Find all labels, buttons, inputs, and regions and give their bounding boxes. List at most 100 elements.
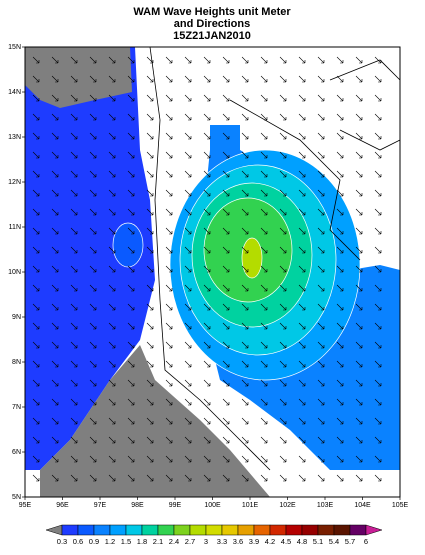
arrow	[184, 75, 192, 83]
colorbar-label: 1.8	[137, 537, 147, 546]
arrow	[70, 94, 78, 102]
arrow	[260, 303, 268, 311]
x-tick-label: 100E	[204, 502, 221, 509]
arrow	[279, 113, 287, 121]
colorbar-swatch	[77, 524, 95, 536]
colorbar-label: 3.6	[233, 537, 243, 546]
arrow	[203, 170, 211, 178]
colorbar-swatch	[205, 524, 223, 536]
arrow	[108, 113, 116, 121]
arrow	[317, 189, 325, 197]
arrow	[165, 379, 173, 387]
arrow	[317, 303, 325, 311]
arrow	[70, 189, 78, 197]
arrow	[184, 265, 192, 273]
arrow	[374, 284, 382, 292]
x-tick-label: 98E	[131, 502, 144, 509]
arrow	[89, 284, 97, 292]
arrow	[146, 379, 154, 387]
arrow	[336, 94, 344, 102]
arrow	[374, 360, 382, 368]
arrow	[374, 151, 382, 159]
arrow	[203, 341, 211, 349]
arrow	[374, 303, 382, 311]
arrow	[317, 246, 325, 254]
arrow	[241, 94, 249, 102]
arrow	[184, 284, 192, 292]
x-tick-label: 105E	[392, 502, 409, 509]
arrow	[51, 113, 59, 121]
arrow	[70, 151, 78, 159]
arrow	[279, 227, 287, 235]
arrow	[241, 284, 249, 292]
arrow	[51, 170, 59, 178]
arrow	[336, 303, 344, 311]
colorbar-label: 2.4	[169, 537, 179, 546]
arrow	[203, 474, 211, 482]
arrow	[260, 208, 268, 216]
arrow	[89, 360, 97, 368]
arrow	[222, 94, 230, 102]
arrow	[374, 113, 382, 121]
arrow	[279, 189, 287, 197]
arrow	[374, 341, 382, 349]
colorbar-swatch	[221, 524, 239, 536]
arrow	[279, 284, 287, 292]
arrow	[279, 151, 287, 159]
arrow	[355, 341, 363, 349]
arrow	[298, 56, 306, 64]
arrow	[108, 151, 116, 159]
arrow	[70, 208, 78, 216]
arrow	[241, 436, 249, 444]
arrow	[89, 322, 97, 330]
colorbar-swatch	[285, 524, 303, 536]
arrow	[317, 379, 325, 387]
arrow	[260, 170, 268, 178]
arrow	[146, 417, 154, 425]
arrow	[260, 246, 268, 254]
y-tick-label: 10N	[8, 269, 21, 276]
colorbar-label: 5.7	[345, 537, 355, 546]
map-area	[24, 46, 401, 498]
arrow	[336, 151, 344, 159]
arrow	[32, 341, 40, 349]
arrow	[127, 227, 135, 235]
arrow	[279, 398, 287, 406]
arrow	[203, 132, 211, 140]
colorbar-label: 3	[204, 537, 208, 546]
arrow	[355, 398, 363, 406]
arrow	[355, 246, 363, 254]
x-tick-label: 103E	[317, 502, 334, 509]
arrow	[298, 246, 306, 254]
arrow	[374, 398, 382, 406]
arrow	[32, 170, 40, 178]
arrow	[279, 436, 287, 444]
arrow	[241, 398, 249, 406]
colorbar-label: 4.5	[281, 537, 291, 546]
colorbar-label: 3.9	[249, 537, 259, 546]
arrow	[146, 436, 154, 444]
y-tick-label: 8N	[12, 359, 21, 366]
arrow	[298, 113, 306, 121]
arrow	[127, 436, 135, 444]
arrow	[70, 75, 78, 83]
arrow	[355, 474, 363, 482]
arrow	[222, 322, 230, 330]
arrow	[184, 455, 192, 463]
arrow	[241, 189, 249, 197]
arrow	[279, 455, 287, 463]
y-tick-label: 7N	[12, 404, 21, 411]
arrow	[108, 246, 116, 254]
arrow	[336, 75, 344, 83]
arrow	[222, 151, 230, 159]
colorbar-label: 1.5	[121, 537, 131, 546]
arrow	[127, 474, 135, 482]
arrow	[298, 303, 306, 311]
arrow	[374, 436, 382, 444]
arrow	[336, 246, 344, 254]
arrow	[108, 189, 116, 197]
arrow	[298, 436, 306, 444]
arrow	[317, 360, 325, 368]
arrow	[32, 132, 40, 140]
arrow	[260, 398, 268, 406]
